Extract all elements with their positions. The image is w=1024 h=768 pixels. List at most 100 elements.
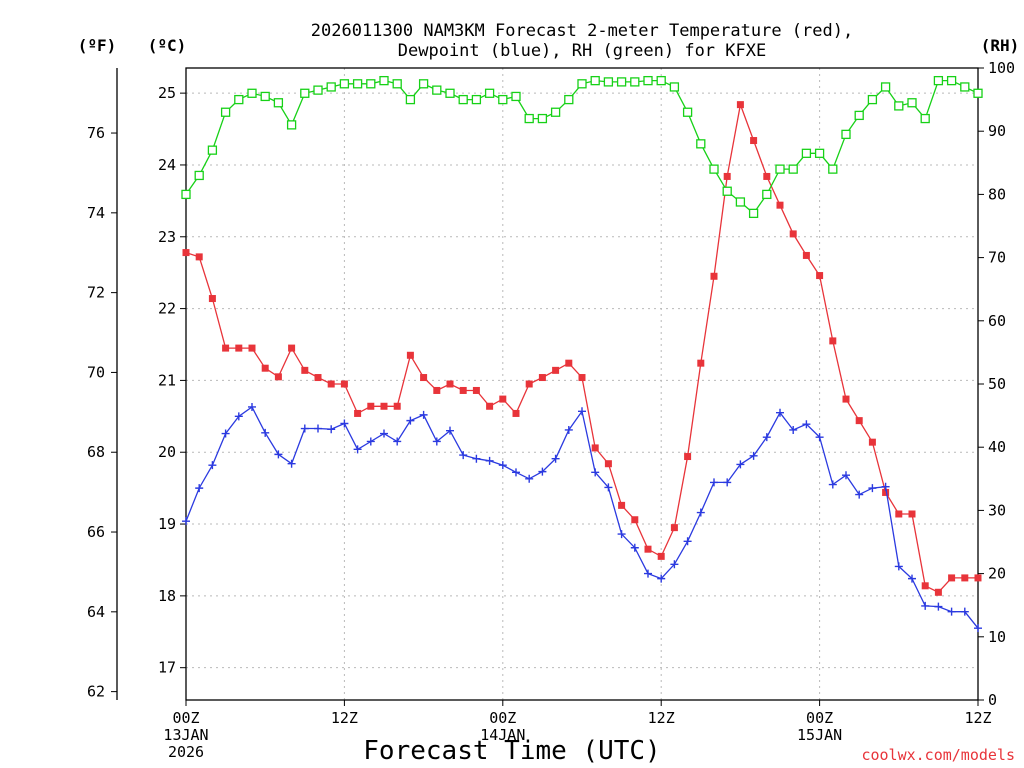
rh-tick-label: 60 xyxy=(988,312,1006,330)
data-point-temperature xyxy=(406,351,414,359)
data-point-temperature xyxy=(552,366,560,374)
data-point-temperature xyxy=(684,453,692,461)
fahrenheit-tick-label: 68 xyxy=(87,443,105,461)
data-point-temperature xyxy=(591,444,599,452)
data-point-dewpoint xyxy=(432,437,441,446)
data-point-rh xyxy=(590,75,600,86)
data-point-dewpoint xyxy=(908,574,916,583)
data-point-rh xyxy=(880,82,891,92)
data-point-rh xyxy=(484,88,495,98)
data-point-rh xyxy=(471,94,482,105)
data-point-temperature xyxy=(816,272,824,280)
celsius-tick-label: 22 xyxy=(158,300,176,318)
data-point-rh xyxy=(748,208,759,219)
data-point-rh xyxy=(788,164,798,174)
x-axis-label: Forecast Time (UTC) xyxy=(363,736,660,766)
data-point-temperature xyxy=(618,501,626,509)
data-point-temperature xyxy=(604,460,612,468)
data-point-rh xyxy=(669,82,680,92)
data-point-temperature xyxy=(736,101,744,109)
series-line xyxy=(185,406,979,629)
data-point-temperature xyxy=(948,574,956,582)
data-point-temperature xyxy=(842,395,850,403)
x-tick-label: 13JAN xyxy=(163,726,208,744)
fahrenheit-tick-label: 62 xyxy=(87,683,105,701)
data-point-dewpoint xyxy=(855,490,864,499)
data-point-dewpoint xyxy=(921,601,930,610)
data-point-temperature xyxy=(538,374,546,382)
data-point-temperature xyxy=(301,366,309,374)
celsius-tick-label: 19 xyxy=(158,515,176,533)
fahrenheit-tick-label: 76 xyxy=(87,124,105,142)
data-point-dewpoint xyxy=(380,429,388,438)
rh-tick-label: 30 xyxy=(988,501,1006,519)
data-point-temperature xyxy=(750,137,758,145)
x-tick-label: 00Z xyxy=(489,709,516,727)
data-point-rh xyxy=(656,75,666,86)
x-tick-label: 14JAN xyxy=(480,726,525,744)
data-point-dewpoint xyxy=(842,471,850,480)
data-point-dewpoint xyxy=(221,429,230,438)
data-point-temperature xyxy=(459,386,467,394)
data-point-dewpoint xyxy=(881,482,890,491)
data-point-rh xyxy=(524,113,534,124)
series-line xyxy=(185,102,978,594)
data-point-rh xyxy=(247,88,257,98)
data-point-dewpoint xyxy=(710,478,718,487)
rh-tick-label: 80 xyxy=(988,185,1006,203)
data-point-temperature xyxy=(340,380,348,388)
data-point-dewpoint xyxy=(578,407,586,416)
rh-tick-label: 0 xyxy=(988,691,997,709)
data-point-dewpoint xyxy=(683,537,692,546)
series-line xyxy=(185,79,979,215)
data-point-rh xyxy=(828,164,838,174)
data-point-dewpoint xyxy=(762,433,771,442)
data-point-rh xyxy=(339,79,350,89)
data-point-dewpoint xyxy=(960,607,969,616)
data-point-temperature xyxy=(908,510,916,518)
data-point-temperature xyxy=(327,380,335,388)
data-point-temperature xyxy=(274,373,282,381)
fahrenheit-tick-label: 66 xyxy=(87,523,105,541)
data-point-temperature xyxy=(288,344,296,352)
data-point-rh xyxy=(366,79,376,89)
data-point-rh xyxy=(735,197,746,207)
data-point-rh xyxy=(326,82,336,92)
data-point-dewpoint xyxy=(393,437,402,446)
data-point-rh xyxy=(762,189,772,200)
data-point-temperature xyxy=(974,574,982,582)
data-point-dewpoint xyxy=(512,468,520,477)
data-point-rh xyxy=(392,79,402,89)
data-point-rh xyxy=(814,148,825,158)
plot-frame xyxy=(185,67,979,701)
data-point-dewpoint xyxy=(630,543,639,552)
x-tick-label: 12Z xyxy=(331,709,358,727)
data-point-rh xyxy=(907,98,917,108)
data-point-rh xyxy=(445,88,455,98)
data-point-dewpoint xyxy=(974,624,982,633)
data-point-dewpoint xyxy=(947,607,956,616)
data-point-dewpoint xyxy=(446,426,454,435)
data-point-dewpoint xyxy=(327,425,336,434)
data-point-rh xyxy=(696,139,706,149)
data-point-rh xyxy=(643,75,653,86)
celsius-tick-label: 24 xyxy=(158,156,176,174)
data-point-rh xyxy=(260,91,270,102)
rh-tick-label: 70 xyxy=(988,249,1006,267)
data-point-dewpoint xyxy=(736,460,745,469)
data-point-rh xyxy=(405,94,416,105)
data-point-rh xyxy=(458,94,468,105)
data-point-dewpoint xyxy=(723,478,732,487)
data-point-dewpoint xyxy=(591,468,600,477)
x-tick-label: 12Z xyxy=(648,709,675,727)
data-point-dewpoint xyxy=(749,451,758,460)
data-point-dewpoint xyxy=(419,410,428,419)
data-point-dewpoint xyxy=(182,517,190,526)
celsius-tick-label: 21 xyxy=(158,371,176,389)
data-point-dewpoint xyxy=(340,419,349,428)
data-point-rh xyxy=(207,145,218,155)
data-point-dewpoint xyxy=(314,424,322,433)
chart-title-line1: 2026011300 NAM3KM Forecast 2-meter Tempe… xyxy=(311,21,853,41)
celsius-tick-label: 23 xyxy=(158,228,176,246)
data-point-temperature xyxy=(472,386,480,394)
